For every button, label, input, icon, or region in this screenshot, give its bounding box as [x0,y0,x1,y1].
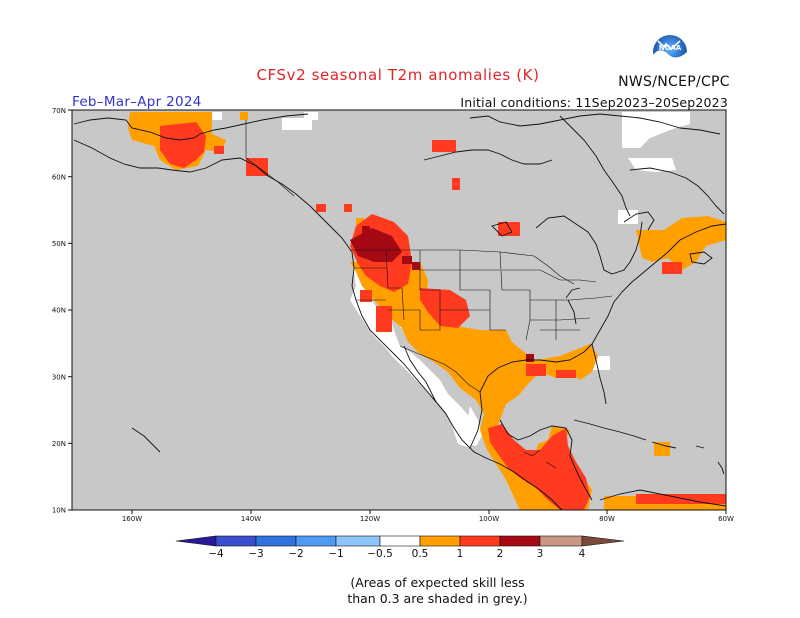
latitude-axis: 70N 60N 50N 40N 30N 20N 10N [52,107,72,515]
colorbar-segment-minus2-minus1 [295,535,337,547]
season-label: Feb–Mar–Apr 2024 [72,94,202,110]
skill-note-line-2: than 0.3 are shaded in grey.) [347,591,528,606]
colorbar-label-minus4: −4 [208,548,224,560]
skill-note: (Areas of expected skill less than 0.3 a… [0,575,800,607]
colorbar-segment-below-minus4 [175,535,217,547]
colorbar-label-4: 4 [579,548,586,560]
colorbar-segment-05-1 [419,535,461,547]
lat-label-20n: 20N [52,440,66,448]
longitude-axis: 160W 140W 120W 100W 80W 60W [122,510,734,523]
lon-label-120w: 120W [360,515,380,523]
colorbar-label-minus05: −0.5 [367,548,393,560]
lon-label-80w: 80W [599,515,615,523]
colorbar-segment-2-3 [499,535,541,547]
initial-conditions-label: Initial conditions: 11Sep2023–20Sep2023 [460,95,728,110]
skill-note-line-1: (Areas of expected skill less [350,575,525,590]
colorbar-segment-1-2 [459,535,501,547]
colorbar-segment-3-4 [539,535,583,547]
lat-label-70n: 70N [52,107,66,115]
colorbar-label-minus3: −3 [248,548,263,560]
colorbar-label-2: 2 [497,548,504,560]
lon-label-60w: 60W [718,515,734,523]
colorbar-segment-minus3-minus2 [255,535,297,547]
coastlines [73,113,726,510]
logo-text: NOAA [659,44,682,52]
noaa-logo-icon: NOAA [652,34,688,70]
colorbar-segment-minus1-minus05 [335,535,381,547]
lon-label-160w: 160W [122,515,142,523]
colorbar: −4 −3 −2 −1 −0.5 0.5 1 2 3 4 [175,535,625,560]
colorbar-label-05: 0.5 [412,548,429,560]
anomaly-2-to-3-areas [350,226,534,362]
colorbar-label-minus2: −2 [288,548,303,560]
colorbar-segment-above-4 [581,535,625,547]
colorbar-label-1: 1 [457,548,464,560]
lat-label-60n: 60N [52,174,66,182]
lat-label-10n: 10N [52,507,66,515]
colorbar-label-minus1: −1 [328,548,343,560]
lat-label-40n: 40N [52,307,66,315]
lon-label-140w: 140W [241,515,261,523]
colorbar-segment-minus4-minus3 [215,535,257,547]
lat-label-30n: 30N [52,374,66,382]
agency-label: NWS/NCEP/CPC [618,74,730,90]
political-borders [245,120,613,469]
colorbar-label-3: 3 [537,548,544,560]
lat-label-50n: 50N [52,240,66,248]
map-title: CFSv2 seasonal T2m anomalies (K) [256,66,540,84]
colorbar-segment-neutral [379,535,421,547]
lon-label-100w: 100W [479,515,499,523]
